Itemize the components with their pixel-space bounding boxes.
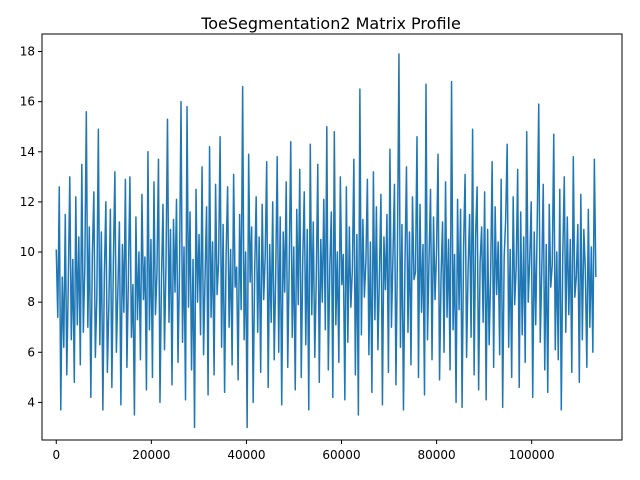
x-tick-label: 100000 [509, 448, 555, 462]
y-tick-label: 18 [20, 45, 35, 59]
y-tick-label: 10 [20, 245, 35, 259]
ticks-layer: 0 20000 40000 60000 80000 100000 4 6 8 10 12 14 16 18 [20, 45, 555, 462]
x-tick-label: 0 [52, 448, 60, 462]
y-tick-label: 6 [27, 345, 35, 359]
plot-frame [41, 33, 623, 441]
series-layer [55, 53, 597, 429]
y-tick-label: 14 [20, 145, 35, 159]
y-tick-label: 8 [27, 295, 35, 309]
x-tick-label: 40000 [227, 448, 265, 462]
x-tick-label: 80000 [417, 448, 455, 462]
y-tick-label: 4 [27, 395, 35, 409]
y-tick-label: 16 [20, 95, 35, 109]
y-tick-label: 12 [20, 195, 35, 209]
x-tick-label: 60000 [322, 448, 360, 462]
series-line-0 [55, 53, 597, 429]
chart-title: ToeSegmentation2 Matrix Profile [200, 14, 461, 33]
x-tick-label: 20000 [132, 448, 170, 462]
